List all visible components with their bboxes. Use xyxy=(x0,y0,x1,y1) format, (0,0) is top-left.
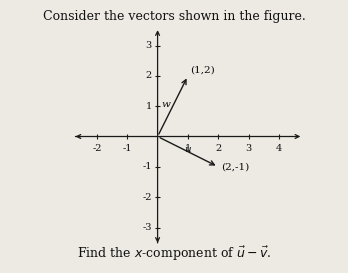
Text: Consider the vectors shown in the figure.: Consider the vectors shown in the figure… xyxy=(42,10,306,23)
Text: w: w xyxy=(161,100,170,109)
Text: 3: 3 xyxy=(245,144,252,153)
Text: -3: -3 xyxy=(142,223,152,232)
Text: 3: 3 xyxy=(145,41,152,50)
Text: 1: 1 xyxy=(185,144,191,153)
Text: 2: 2 xyxy=(215,144,221,153)
Text: (1,2): (1,2) xyxy=(190,65,215,74)
Text: -2: -2 xyxy=(92,144,102,153)
Text: -1: -1 xyxy=(142,162,152,171)
Text: (2,-1): (2,-1) xyxy=(221,162,249,171)
Text: u: u xyxy=(184,145,191,154)
Text: Find the $x$-component of $\vec{u} - \vec{v}$.: Find the $x$-component of $\vec{u} - \ve… xyxy=(77,245,271,263)
Text: -1: -1 xyxy=(122,144,132,153)
Text: 2: 2 xyxy=(145,71,152,80)
Text: 4: 4 xyxy=(276,144,282,153)
Text: -2: -2 xyxy=(142,193,152,202)
Text: 1: 1 xyxy=(145,102,152,111)
